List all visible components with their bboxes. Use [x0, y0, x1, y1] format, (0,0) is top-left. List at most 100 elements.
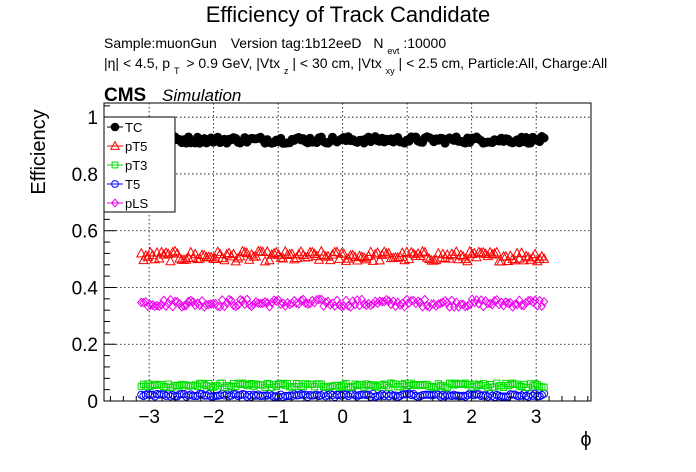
data-point-pt5	[210, 253, 221, 263]
data-point-pls	[461, 301, 470, 312]
nevt-subscript: evt	[387, 46, 400, 56]
data-point-pt3	[506, 381, 514, 389]
data-point-pt5	[525, 254, 536, 264]
series-t5	[137, 389, 549, 402]
data-point-pt3	[414, 380, 422, 389]
data-point-pls	[213, 301, 223, 312]
data-point-pt5	[379, 246, 390, 256]
data-point-pt5	[457, 250, 469, 261]
data-point-pt3	[324, 383, 332, 391]
data-point-pt5	[412, 247, 424, 258]
data-point-pls	[503, 298, 513, 308]
data-point-pt3	[459, 380, 467, 388]
data-point-pt5	[529, 248, 541, 259]
series-layer	[136, 132, 550, 402]
data-point-pt5	[356, 251, 368, 261]
data-point-pt3	[436, 381, 445, 390]
plot-border	[103, 102, 592, 402]
data-point-pt5	[419, 246, 431, 257]
data-point-pt3	[259, 381, 267, 389]
data-point-pt5	[334, 253, 345, 263]
data-point-pls	[177, 302, 187, 312]
data-point-pt5	[466, 248, 478, 259]
data-point-pt3	[540, 383, 548, 391]
data-point-pt5	[212, 246, 223, 256]
data-point-pt5	[444, 252, 455, 263]
data-point-pt3	[423, 380, 431, 389]
data-point-pt5	[406, 246, 417, 257]
data-point-pt3	[481, 381, 490, 390]
data-point-pt3	[157, 380, 166, 389]
data-point-pt5	[246, 248, 257, 259]
y-tick-label: 0.8	[72, 165, 98, 186]
data-point-pt3	[378, 381, 386, 389]
data-point-pls	[236, 294, 245, 305]
data-point-pt3	[153, 381, 161, 389]
x-tick-label: 1	[402, 407, 413, 428]
y-tick-label: 0.4	[72, 278, 99, 299]
data-point-pt3	[513, 380, 521, 388]
legend-label-pt5: pT5	[125, 139, 147, 154]
data-point-pt3	[461, 379, 469, 387]
data-point-pt5	[167, 246, 178, 257]
data-point-pt3	[430, 383, 438, 392]
data-point-pt5	[365, 246, 377, 257]
data-point-pt5	[145, 246, 156, 257]
data-point-pls	[204, 299, 214, 310]
y-tick-label: 1	[87, 108, 98, 129]
data-point-pls	[314, 294, 324, 305]
data-point-pt3	[448, 380, 456, 388]
data-point-pt3	[409, 380, 418, 389]
legend-marker-pt5	[109, 140, 121, 150]
data-point-pt5	[374, 254, 386, 265]
data-point-pt3	[218, 379, 226, 387]
data-point-pt3	[263, 379, 271, 388]
series-pls	[136, 294, 549, 312]
data-point-pls	[222, 298, 232, 308]
data-point-pls	[452, 297, 461, 308]
data-point-pls	[380, 296, 389, 307]
data-point-pls	[290, 295, 299, 306]
data-point-pt3	[344, 383, 352, 391]
data-point-pls	[490, 295, 499, 306]
data-point-pt3	[200, 381, 208, 389]
data-point-pls	[386, 299, 396, 310]
data-point-pls	[305, 298, 315, 309]
data-point-pt5	[230, 255, 242, 266]
data-point-pls	[521, 297, 531, 308]
data-point-pls	[166, 294, 175, 305]
legend-marker-tc	[110, 122, 120, 132]
data-point-pt5	[532, 255, 543, 266]
data-point-pt5	[507, 253, 518, 264]
sample-text: Sample:muonGun	[104, 35, 217, 51]
data-point-pls	[323, 296, 333, 307]
data-point-pt3	[252, 380, 260, 388]
data-point-pt5	[221, 248, 232, 259]
data-point-pt3	[304, 380, 312, 388]
data-point-pt5	[217, 252, 228, 263]
data-point-pt5	[327, 248, 338, 259]
data-point-pt3	[209, 383, 217, 392]
data-point-pls	[267, 297, 277, 308]
legend-marker-pls	[110, 198, 120, 208]
data-point-pls	[188, 297, 198, 307]
data-point-pt3	[477, 381, 485, 390]
data-point-pt3	[351, 380, 359, 388]
data-point-pt3	[533, 381, 541, 389]
data-point-pt3	[470, 380, 478, 388]
x-axis-label: ϕ	[580, 429, 591, 451]
data-point-pls	[195, 300, 205, 311]
data-point-pt5	[489, 247, 500, 258]
data-point-pls	[321, 297, 331, 308]
data-point-pt5	[232, 252, 244, 263]
data-point-pls	[208, 298, 218, 309]
data-point-pls	[434, 299, 443, 309]
data-point-pls	[456, 299, 466, 310]
data-point-pt5	[538, 253, 550, 263]
data-point-pt3	[243, 381, 251, 390]
data-point-pls	[249, 299, 259, 310]
data-point-pt3	[398, 381, 406, 389]
data-point-pls	[382, 294, 391, 305]
data-point-pls	[181, 300, 191, 311]
data-point-pls	[524, 295, 533, 306]
